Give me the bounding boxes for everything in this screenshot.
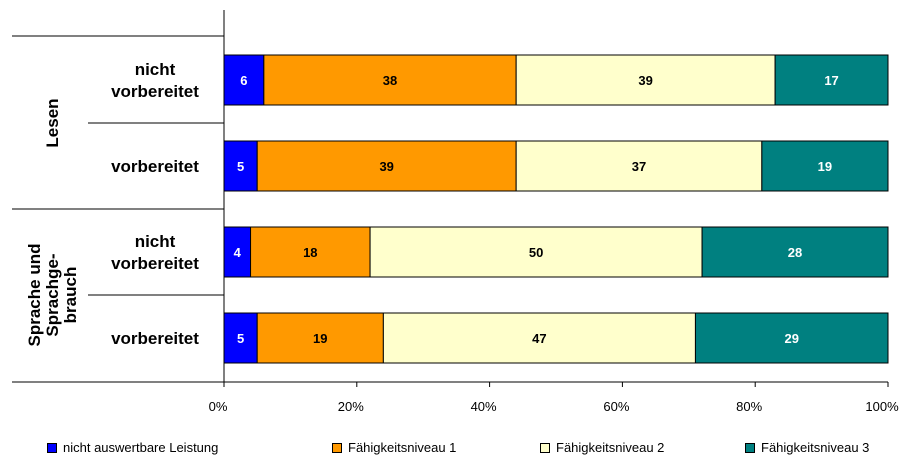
- bar-segment: [256, 140, 517, 192]
- legend-item: Fähigkeitsniveau 2: [540, 440, 664, 455]
- x-tick-label: 60%: [603, 399, 629, 414]
- group-label: brauch: [61, 267, 80, 324]
- bar-segment: [256, 312, 384, 364]
- category-label: vorbereitet: [111, 82, 199, 101]
- category-label: vorbereitet: [111, 157, 199, 176]
- data-label: 4: [234, 245, 242, 260]
- category-label: vorbereitet: [111, 254, 199, 273]
- category-label: nicht: [135, 232, 176, 251]
- data-label: 6: [240, 73, 247, 88]
- bar-segment: [515, 140, 763, 192]
- legend-swatch: [540, 442, 550, 453]
- bar-segment: [382, 312, 696, 364]
- bar-segment: [223, 226, 252, 278]
- bar-segment: [694, 312, 889, 364]
- bar-segment: [369, 226, 703, 278]
- legend-label: Fähigkeitsniveau 2: [556, 440, 665, 455]
- legend-item: Fähigkeitsniveau 1: [332, 440, 456, 455]
- data-label: 47: [532, 331, 546, 346]
- bar-segment: [701, 226, 889, 278]
- legend-item: nicht auswertbare Leistung: [47, 440, 218, 455]
- legend-swatch: [47, 442, 57, 453]
- x-ticks: 0% 20% 40% 60% 80% 100%: [209, 382, 899, 414]
- x-tick-label: 100%: [865, 399, 899, 414]
- legend: nicht auswertbare Leistung Fähigkeitsnive…: [0, 440, 906, 460]
- data-label: 19: [313, 331, 327, 346]
- legend-label: Fähigkeitsniveau 1: [348, 440, 457, 455]
- category-labels: nicht vorbereitet vorbereitet nicht vorberei…: [25, 60, 199, 348]
- legend-label: nicht auswertbare Leistung: [63, 440, 219, 455]
- category-label: nicht: [135, 60, 176, 79]
- data-label: 17: [824, 73, 838, 88]
- x-tick-label: 80%: [736, 399, 762, 414]
- bar-segment: [223, 140, 258, 192]
- group-label: Sprachge-: [43, 253, 62, 336]
- data-label: 39: [638, 73, 652, 88]
- legend-swatch: [745, 442, 755, 453]
- data-label: 19: [818, 159, 832, 174]
- bar-segment: [250, 226, 371, 278]
- x-tick-label: 40%: [471, 399, 497, 414]
- data-label: 5: [237, 331, 244, 346]
- x-tick-label: 20%: [338, 399, 364, 414]
- category-label: vorbereitet: [111, 329, 199, 348]
- bar-segment: [263, 54, 517, 106]
- bar-segment: [515, 54, 776, 106]
- data-label: 5: [237, 159, 244, 174]
- data-label: 38: [383, 73, 397, 88]
- legend-item: Fähigkeitsniveau 3: [745, 440, 869, 455]
- group-label: Lesen: [43, 98, 62, 147]
- data-label: 39: [379, 159, 393, 174]
- bar-segment: [223, 312, 258, 364]
- data-label: 29: [784, 331, 798, 346]
- legend-label: Fähigkeitsniveau 3: [761, 440, 870, 455]
- x-tick-label: 0%: [209, 399, 228, 414]
- data-label: 28: [788, 245, 802, 260]
- bar-segment: [761, 140, 889, 192]
- legend-swatch: [332, 442, 342, 453]
- data-label: 37: [632, 159, 646, 174]
- data-label: 50: [529, 245, 543, 260]
- bar-segment: [774, 54, 889, 106]
- group-label: Sprache und: [25, 244, 44, 347]
- data-label: 18: [303, 245, 317, 260]
- bars: 6 38 39 17 5 39 37 19 4 18 50 28 5 19 47 29: [223, 54, 889, 364]
